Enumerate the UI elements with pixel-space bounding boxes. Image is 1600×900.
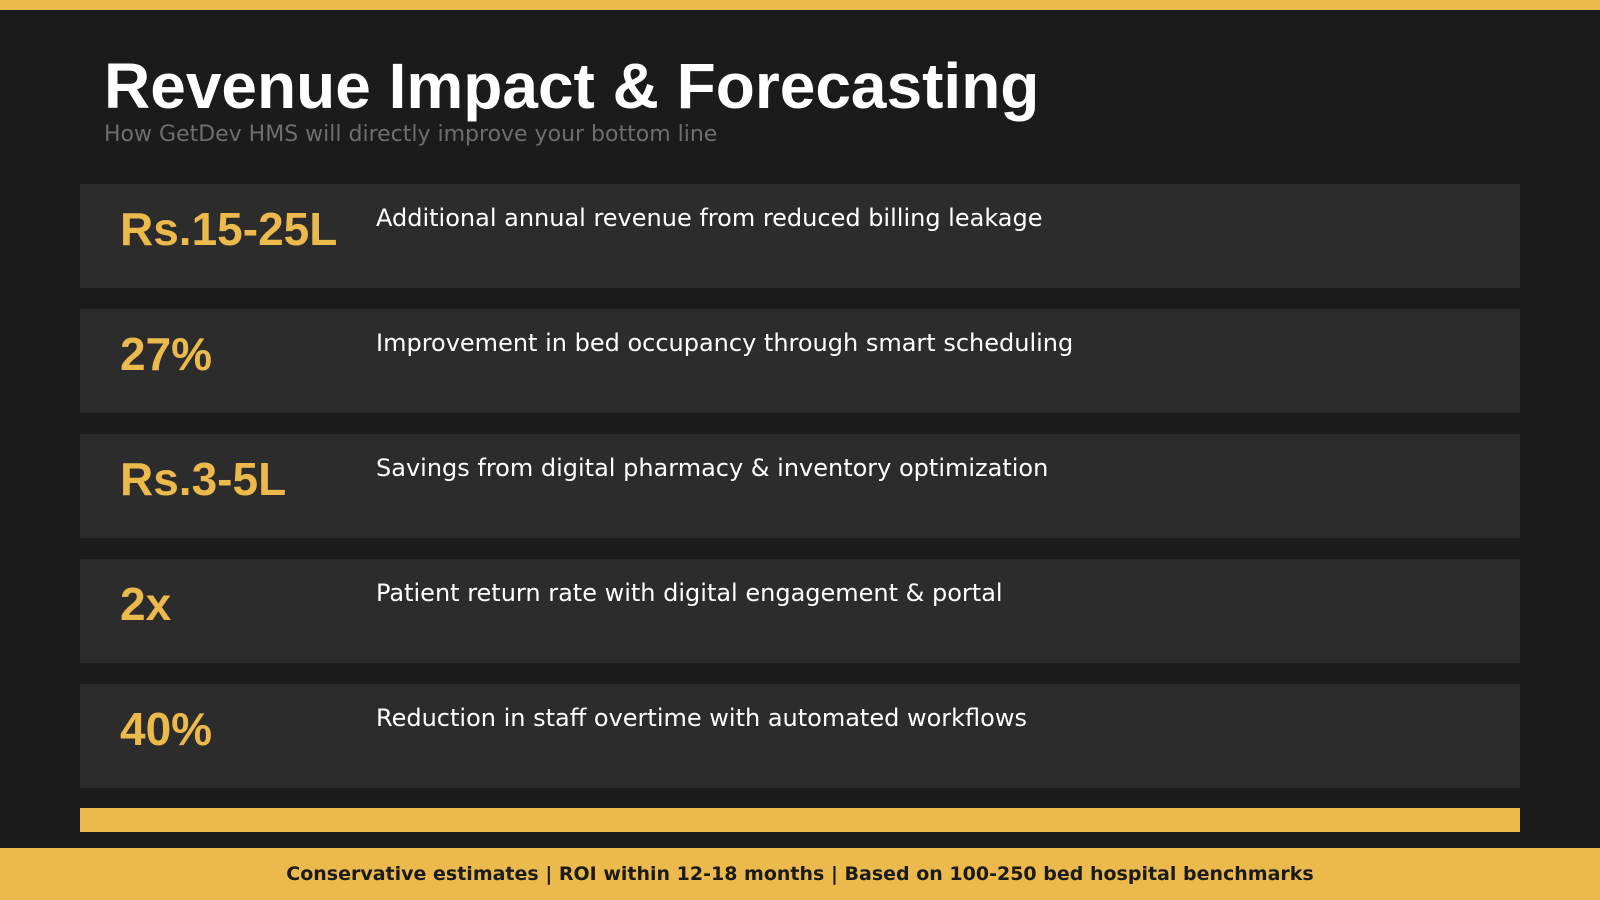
- metric-value: 2x: [120, 578, 172, 630]
- metric-card: 27% Improvement in bed occupancy through…: [80, 309, 1520, 413]
- metric-description: Improvement in bed occupancy through sma…: [376, 329, 1074, 357]
- metric-description: Savings from digital pharmacy & inventor…: [376, 454, 1049, 482]
- metric-card: Rs.15-25L Additional annual revenue from…: [80, 184, 1520, 288]
- metric-value: 27%: [120, 328, 213, 380]
- metric-description: Additional annual revenue from reduced b…: [376, 204, 1043, 232]
- metric-value: 40%: [120, 703, 213, 755]
- bottom-accent-bar: [80, 808, 1520, 832]
- metric-value: Rs.3-5L: [120, 453, 287, 505]
- footer-text: Conservative estimates | ROI within 12-1…: [286, 863, 1314, 885]
- footer-banner: Conservative estimates | ROI within 12-1…: [0, 848, 1600, 900]
- slide-title: Revenue Impact & Forecasting: [104, 50, 1040, 122]
- metric-card: Rs.3-5L Savings from digital pharmacy & …: [80, 434, 1520, 538]
- metric-card: 40% Reduction in staff overtime with aut…: [80, 684, 1520, 788]
- metric-description: Patient return rate with digital engagem…: [376, 579, 1003, 607]
- metric-description: Reduction in staff overtime with automat…: [376, 704, 1027, 732]
- slide-subtitle: How GetDev HMS will directly improve you…: [104, 122, 718, 147]
- top-accent-bar: [0, 0, 1600, 10]
- metric-value: Rs.15-25L: [120, 203, 338, 255]
- metric-card: 2x Patient return rate with digital enga…: [80, 559, 1520, 663]
